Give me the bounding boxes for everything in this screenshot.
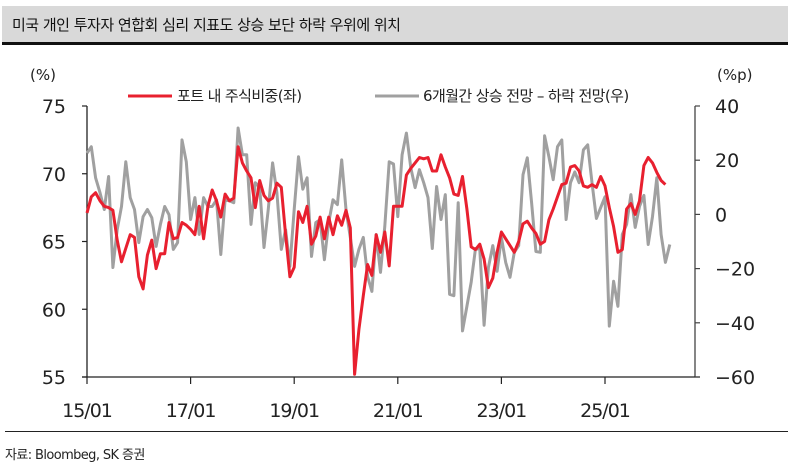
footer-divider (5, 431, 788, 432)
left-tick-label: 75 (42, 96, 66, 118)
x-tick-label: 19/01 (269, 400, 319, 422)
x-tick-label: 25/01 (580, 400, 630, 422)
right-tick-label: −40 (715, 313, 755, 335)
chart-title: 미국 개인 투자자 연합회 심리 지표도 상승 보단 하락 우위에 위치 (12, 16, 401, 34)
legend: 포트 내 주식비중(좌) 6개월간 상승 전망 – 하락 전망(우) (128, 87, 629, 105)
legend-label-gray: 6개월간 상승 전망 – 하락 전망(우) (423, 87, 629, 105)
source-note: 자료: Bloombeg, SK 증권 (5, 448, 145, 463)
left-tick-label: 65 (42, 232, 66, 254)
x-tick-label: 15/01 (62, 400, 112, 422)
x-tick-label: 17/01 (166, 400, 216, 422)
left-axis-label: (%) (30, 66, 56, 84)
left-tick-label: 60 (42, 299, 66, 321)
right-tick-label: 40 (715, 96, 739, 118)
series-line-bull-bear-spread (85, 126, 672, 333)
right-tick-label: −60 (715, 367, 755, 389)
right-axis-label: (%p) (717, 66, 752, 84)
right-tick-label: 0 (715, 204, 727, 226)
legend-label-red: 포트 내 주식비중(좌) (177, 87, 301, 105)
left-tick-label: 55 (42, 367, 66, 389)
title-bar: 미국 개인 투자자 연합회 심리 지표도 상승 보단 하락 우위에 위치 (2, 6, 788, 45)
x-tick-label: 21/01 (373, 400, 423, 422)
right-tick-label: −20 (715, 259, 755, 281)
line-chart: (%) (%p) 55 60 65 70 75 −60 −40 −20 0 20 40 15/01 17… (30, 66, 755, 422)
right-tick-label: 20 (715, 150, 739, 172)
series-line-equity-allocation (85, 145, 667, 376)
left-tick-label: 70 (42, 164, 66, 186)
x-tick-label: 23/01 (477, 400, 527, 422)
